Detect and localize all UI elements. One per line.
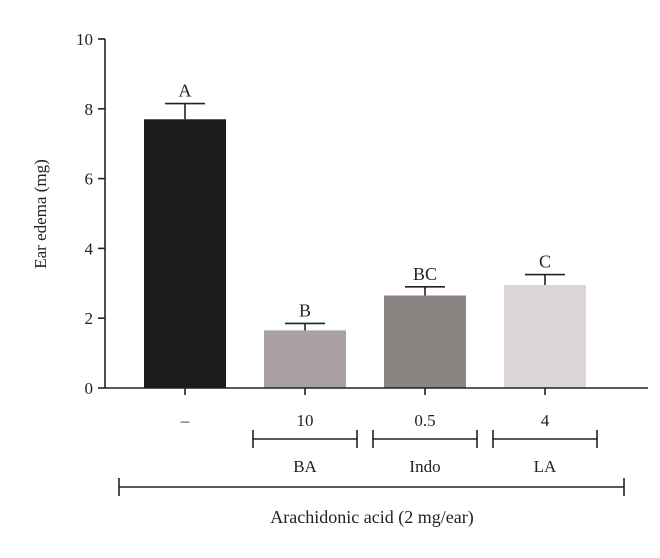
y-tick-label: 6 (85, 170, 94, 189)
y-tick-label: 10 (76, 30, 93, 49)
group-label: Indo (409, 457, 440, 476)
category-label: 4 (541, 411, 550, 430)
category-label: 10 (297, 411, 314, 430)
significance-letter: C (539, 252, 551, 272)
group-label: BA (293, 457, 317, 476)
treatment-label: Arachidonic acid (2 mg/ear) (270, 507, 473, 528)
y-tick-label: 0 (85, 379, 94, 398)
y-axis-label: Ear edema (mg) (31, 159, 50, 269)
bar (264, 330, 346, 388)
y-tick-label: 8 (85, 100, 94, 119)
group-label: LA (534, 457, 557, 476)
group-brackets: BA Indo LA (118, 430, 625, 496)
significance-letter: B (299, 300, 311, 320)
bar (504, 285, 586, 388)
bars-group: A B BC C (144, 81, 586, 389)
x-axis: – 10 0.5 4 (105, 387, 648, 430)
bar (384, 295, 466, 388)
category-label: 0.5 (414, 411, 435, 430)
bar (144, 119, 226, 389)
category-label: – (180, 411, 190, 430)
y-axis: 0 2 4 6 8 10 (76, 30, 106, 398)
y-tick-label: 2 (85, 309, 94, 328)
y-tick-label: 4 (85, 239, 94, 258)
significance-letter: BC (413, 264, 437, 284)
significance-letter: A (179, 81, 192, 101)
